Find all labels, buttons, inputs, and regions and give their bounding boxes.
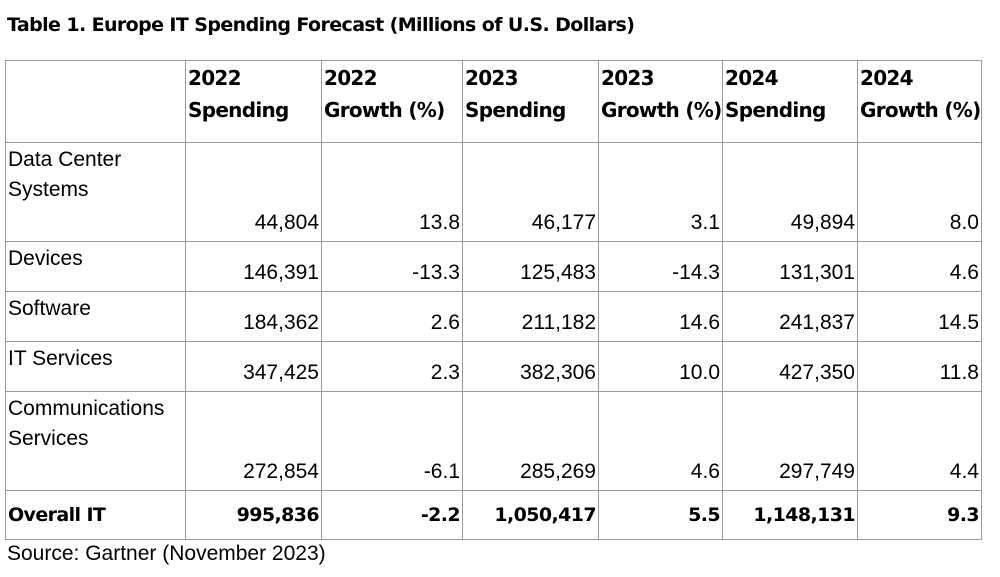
cell-2023-growth: 14.6 [598,291,723,342]
cell-2022-growth: -2.2 [321,490,463,540]
table-header-row: 2022 Spending 2022 Growth (%) 2023 Spending… [5,60,982,143]
cell-2023-spending: 211,182 [462,291,599,342]
cell-2022-spending: 995,836 [185,490,322,540]
cell-2024-growth: 4.4 [857,391,982,491]
header-2024-growth: 2024 Growth (%) [857,60,982,143]
cell-2023-spending: 125,483 [462,241,599,292]
cell-2024-spending: 49,894 [722,142,858,242]
table-total-row: Overall IT 995,836 -2.2 1,050,417 5.5 1,… [5,490,982,540]
cell-2022-spending: 272,854 [185,391,322,491]
row-label: Data Center Systems [5,142,186,242]
source-note: Source: Gartner (November 2023) [7,542,326,565]
cell-2023-growth: -14.3 [598,241,723,292]
cell-2022-growth: -13.3 [321,241,463,292]
header-2024-spending: 2024 Spending [722,60,858,143]
cell-2024-growth: 4.6 [857,241,982,292]
row-label: Overall IT [5,490,186,540]
cell-2022-spending: 146,391 [185,241,322,292]
cell-2022-spending: 347,425 [185,341,322,392]
header-2023-spending: 2023 Spending [462,60,599,143]
cell-2023-growth: 5.5 [598,490,723,540]
cell-2024-spending: 1,148,131 [722,490,858,540]
header-cell-empty [5,60,186,143]
table-row: Devices 146,391 -13.3 125,483 -14.3 131,… [5,241,982,292]
cell-2024-growth: 9.3 [857,490,982,540]
cell-2024-spending: 131,301 [722,241,858,292]
cell-2022-spending: 44,804 [185,142,322,242]
header-2022-spending: 2022 Spending [185,60,322,143]
table-row: Software 184,362 2.6 211,182 14.6 241,83… [5,291,982,342]
cell-2022-spending: 184,362 [185,291,322,342]
cell-2023-spending: 46,177 [462,142,599,242]
row-label: Software [5,291,186,342]
cell-2023-growth: 10.0 [598,341,723,392]
cell-2024-growth: 11.8 [857,341,982,392]
spending-forecast-table: 2022 Spending 2022 Growth (%) 2023 Spending… [5,60,982,540]
cell-2022-growth: -6.1 [321,391,463,491]
cell-2024-spending: 241,837 [722,291,858,342]
row-label: Devices [5,241,186,292]
header-2022-growth: 2022 Growth (%) [321,60,463,143]
cell-2023-growth: 4.6 [598,391,723,491]
cell-2023-growth: 3.1 [598,142,723,242]
cell-2024-spending: 427,350 [722,341,858,392]
cell-2023-spending: 285,269 [462,391,599,491]
cell-2023-spending: 1,050,417 [462,490,599,540]
header-2023-growth: 2023 Growth (%) [598,60,723,143]
table-row: Communications Services 272,854 -6.1 285,… [5,391,982,491]
cell-2023-spending: 382,306 [462,341,599,392]
row-label: IT Services [5,341,186,392]
table-title: Table 1. Europe IT Spending Forecast (Mi… [7,14,635,36]
cell-2022-growth: 13.8 [321,142,463,242]
table-row: IT Services 347,425 2.3 382,306 10.0 427… [5,341,982,392]
cell-2022-growth: 2.6 [321,291,463,342]
cell-2022-growth: 2.3 [321,341,463,392]
cell-2024-growth: 8.0 [857,142,982,242]
cell-2024-growth: 14.5 [857,291,982,342]
cell-2024-spending: 297,749 [722,391,858,491]
row-label: Communications Services [5,391,186,491]
table-row: Data Center Systems 44,804 13.8 46,177 3.… [5,142,982,242]
